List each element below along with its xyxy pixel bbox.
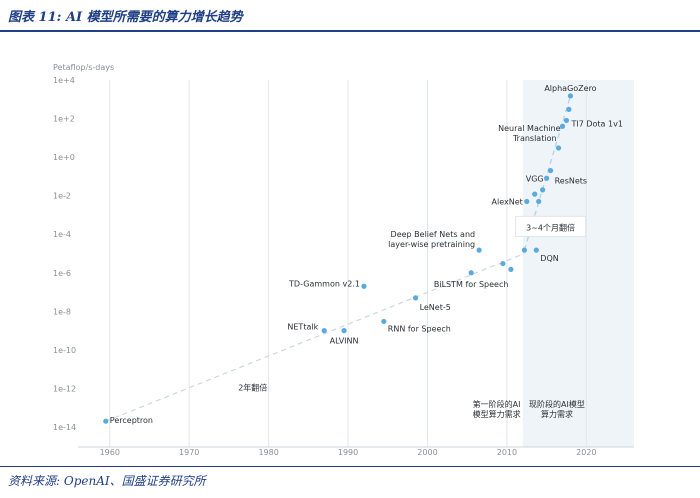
x-tick-label: 2000 — [417, 448, 437, 457]
y-tick-label: 1e+0 — [53, 153, 75, 162]
data-point — [412, 295, 419, 301]
axes: 1960 1970 1980 1990 2000 2010 2020 1e+4 1e+2 1e+0… — [53, 63, 634, 457]
y-tick-label: 1e+4 — [53, 76, 75, 85]
y-tick-label: 1e+2 — [53, 115, 75, 124]
data-point — [508, 266, 514, 272]
modern-era-shading — [522, 80, 634, 447]
trend-lines — [105, 95, 572, 422]
point-label: VGG — [526, 174, 544, 183]
x-tick-label: 1990 — [338, 448, 358, 457]
point-label: TI7 Dota 1v1 — [570, 119, 622, 128]
annotation-text: 2年翻倍 — [238, 382, 267, 392]
data-point — [544, 175, 550, 181]
data-point — [361, 283, 367, 289]
y-tick-label: 1e-2 — [53, 192, 71, 201]
annotation-text: 算力需求 — [541, 409, 573, 419]
data-point — [476, 247, 482, 253]
y-axis-label: Petaflop/s-days — [53, 63, 114, 72]
data-point — [559, 123, 566, 129]
point-label: Translation — [512, 134, 557, 143]
x-tick-label: 1980 — [258, 448, 278, 457]
point-label: ResNets — [555, 177, 588, 186]
data-point — [468, 270, 474, 276]
trend-line — [105, 252, 525, 422]
point-label: ALVINN — [330, 337, 359, 346]
data-point — [381, 318, 387, 325]
data-point — [533, 247, 539, 253]
y-tick-label: 1e-14 — [53, 423, 76, 432]
data-point — [548, 167, 554, 174]
x-tick-label: 2010 — [497, 448, 517, 457]
data-points — [103, 93, 574, 424]
title-rule — [0, 30, 700, 32]
point-label: AlexNet — [492, 197, 523, 206]
data-point — [524, 198, 530, 205]
data-point — [540, 187, 546, 193]
y-tick-label: 1e-10 — [53, 346, 76, 355]
x-tick-label: 1970 — [179, 448, 199, 457]
data-point — [341, 328, 347, 334]
data-point — [321, 328, 327, 334]
point-label: NETtalk — [287, 323, 318, 332]
data-point — [566, 106, 572, 112]
data-point — [567, 93, 574, 99]
y-tick-label: 1e-6 — [53, 269, 71, 278]
shaded-region — [522, 80, 634, 447]
point-label: Neural Machine — [498, 124, 561, 133]
y-tick-label: 1e-4 — [53, 230, 71, 239]
point-label: Deep Belief Nets and — [391, 230, 476, 239]
annotation-box — [515, 215, 587, 237]
point-label: BiLSTM for Speech — [434, 280, 509, 289]
data-point — [103, 418, 109, 424]
point-label: LeNet-5 — [420, 303, 451, 312]
data-point — [521, 247, 527, 253]
point-label: AlphaGoZero — [544, 84, 596, 93]
point-label: Perceptron — [110, 416, 153, 425]
x-tick-label: 2020 — [576, 448, 596, 457]
data-point — [555, 145, 562, 151]
source-rule — [0, 466, 700, 467]
annotation-text: 现阶段的AI模型 — [529, 399, 585, 409]
data-point — [500, 260, 506, 267]
y-tick-label: 1e-8 — [53, 307, 71, 316]
point-label: DQN — [540, 254, 558, 263]
annotation-text: 3~4个月翻倍 — [526, 222, 575, 232]
point-label: RNN for Speech — [388, 324, 451, 333]
x-tick-label: 1960 — [100, 448, 120, 457]
annotation-text: 模型算力需求 — [473, 409, 521, 419]
source-note: 资料来源: OpenAI、国盛证券研究所 — [8, 474, 206, 488]
point-labels: Perceptron NETtalk ALVINN TD-Gammon v2.1 RNN… — [110, 84, 623, 425]
y-tick-label: 1e-12 — [53, 384, 76, 393]
data-point — [563, 117, 570, 124]
point-label: layer-wise pretraining — [388, 240, 475, 249]
point-label: TD-Gammon v2.1 — [288, 279, 360, 288]
annotation-text: 第一阶段的AI — [473, 399, 521, 409]
data-point — [532, 191, 538, 197]
vertical-gridlines — [109, 80, 587, 447]
figure-title: 图表 11: AI 模型所需要的算力增长趋势 — [8, 10, 243, 25]
data-point — [536, 198, 542, 205]
